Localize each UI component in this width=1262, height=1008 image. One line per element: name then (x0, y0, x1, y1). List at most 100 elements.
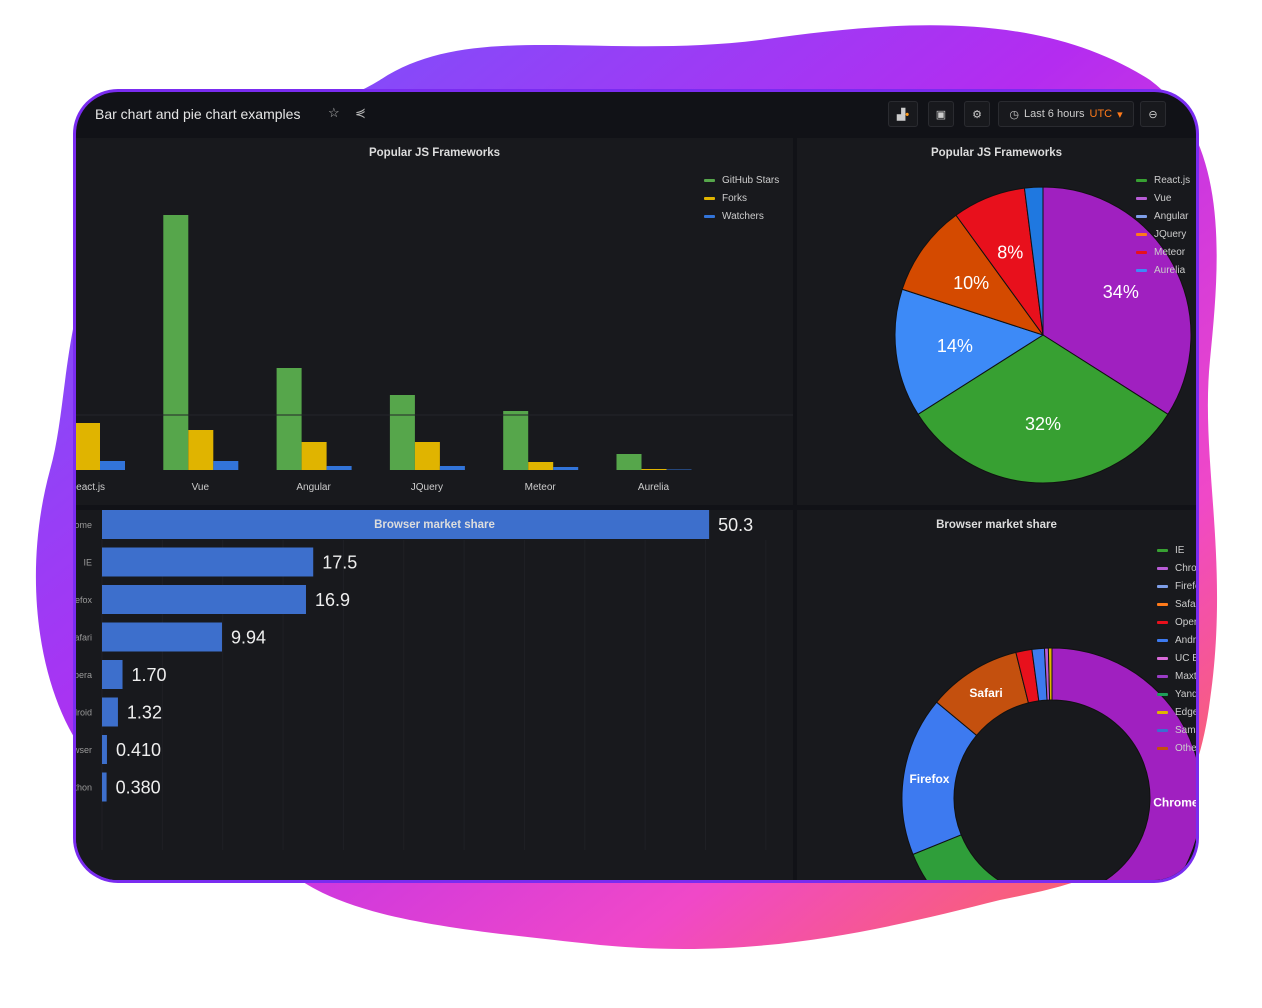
save-button[interactable]: ▣ (928, 101, 954, 127)
legend-item[interactable]: Angular (1136, 207, 1190, 225)
pie-slice-angular (894, 288, 1045, 415)
legend-item[interactable]: Firefox (1157, 577, 1196, 595)
legend-item[interactable]: Opera (1157, 613, 1196, 631)
slice-percent-label: 10% (953, 273, 989, 293)
legend-item[interactable]: Yandex (1157, 685, 1196, 703)
panel-frameworks-pie[interactable]: Popular JS Frameworks 34% 32% 14% 10% 8% Rea… (797, 138, 1196, 505)
legend-label: GitHub Stars (722, 174, 780, 186)
legend-label: Forks (722, 192, 747, 204)
legend-item[interactable]: Aurelia (1136, 261, 1190, 279)
legend-swatch (1157, 710, 1168, 714)
legend-label: Other (1175, 742, 1196, 754)
x-tick-label: JQuery (411, 482, 443, 493)
legend-item[interactable]: Chrome (1157, 559, 1196, 577)
pie-slice-jquery (901, 214, 1045, 336)
panel-frameworks-bar[interactable]: Popular JS Frameworks React.js Vue Angular… (76, 138, 793, 505)
legend-item[interactable]: Vue (1136, 189, 1190, 207)
legend-item[interactable]: JQuery (1136, 225, 1190, 243)
pie-slice-reactjs (917, 334, 1169, 484)
x-tick-label: Angular (296, 482, 331, 493)
legend-swatch (1136, 250, 1147, 254)
pie-slice-aurelia (1023, 186, 1044, 336)
legend-swatch (704, 178, 715, 182)
y-tick-label: Chrome (76, 520, 92, 530)
time-range: Last 6 hours (1023, 108, 1085, 120)
share-icon[interactable]: ⋞ (355, 105, 366, 120)
legend-item[interactable]: Forks (704, 189, 779, 207)
add-panel-button[interactable]: ▟• (888, 101, 918, 127)
add-panel-icon: ▟• (896, 108, 910, 121)
pie-slice-vue (1042, 186, 1192, 415)
panel-browser-donut[interactable]: Browser market share Chrome IE Firefox Safa… (797, 510, 1196, 880)
legend-swatch (1157, 602, 1168, 606)
legend-swatch (1136, 196, 1147, 200)
time-picker[interactable]: ◷ Last 6 hours UTC ▾ (998, 101, 1134, 127)
legend-swatch (1157, 674, 1168, 678)
legend-label: Opera (1175, 616, 1196, 628)
panel-browser-bar[interactable]: Browser market share 0510152025303540455… (76, 510, 793, 880)
y-tick-label: Firefox (76, 595, 92, 605)
clock-icon: ◷ (1009, 108, 1019, 121)
slice-label: Firefox (909, 772, 949, 786)
bar-android (102, 697, 118, 727)
legend-label: Vue (1154, 192, 1172, 204)
legend-label: Android (1175, 634, 1196, 646)
legend-label: IE (1175, 544, 1185, 556)
legend-item[interactable]: Edge (1157, 703, 1196, 721)
bar-opera (102, 660, 123, 689)
legend-item[interactable]: Safari (1157, 595, 1196, 613)
y-tick-label: Safari (76, 633, 92, 643)
dashboard-window: Bar chart and pie chart examples ☆ ⋞ ▟• … (76, 92, 1196, 880)
zoom-out-button[interactable]: ⊖ (1140, 101, 1166, 127)
legend-swatch (1157, 638, 1168, 642)
legend-swatch (1136, 268, 1147, 272)
value-label: 0.380 (116, 778, 161, 798)
legend-item[interactable]: React.js (1136, 171, 1190, 189)
legend-item[interactable]: Maxthon (1157, 667, 1196, 685)
value-label: 0.410 (116, 740, 161, 760)
legend-swatch (704, 214, 715, 218)
legend-swatch (1157, 656, 1168, 660)
legend-item[interactable]: Meteor (1136, 243, 1190, 261)
legend-item[interactable]: Other (1157, 739, 1196, 757)
value-label: 9.94 (231, 628, 266, 648)
legend-item[interactable]: GitHub Stars (704, 171, 779, 189)
legend-swatch (1157, 692, 1168, 696)
legend-swatch (1136, 178, 1147, 182)
bar-jquery-2 (439, 466, 465, 470)
star-icon[interactable]: ☆ (328, 105, 340, 120)
dashboard-title[interactable]: Bar chart and pie chart examples (95, 106, 301, 122)
legend-label: Aurelia (1154, 264, 1186, 276)
value-label: 17.5 (322, 553, 357, 573)
slice-label: Chrome (1153, 795, 1196, 809)
y-tick-label: UC Browser (76, 745, 92, 755)
legend-item[interactable]: Samsung (1157, 721, 1196, 739)
value-label: 1.32 (127, 703, 162, 723)
slice-percent-label: 32% (1025, 414, 1061, 434)
settings-button[interactable]: ⚙ (964, 101, 990, 127)
panel-title: Browser market share (374, 519, 495, 531)
legend-label: UC Browser (1175, 652, 1196, 664)
slice-percent-label: 14% (937, 336, 973, 356)
legend-item[interactable]: UC Browser (1157, 649, 1196, 667)
legend-swatch (1157, 620, 1168, 624)
legend-label: Angular (1154, 210, 1189, 222)
legend-swatch (704, 196, 715, 200)
bar-angular-1 (301, 442, 327, 470)
panel-title: Popular JS Frameworks (930, 147, 1063, 159)
bar-vue-1 (188, 430, 214, 470)
bar-aurelia-1 (641, 469, 667, 470)
donut-slice-maxthon (1047, 647, 1053, 701)
legend-item[interactable]: IE (1157, 541, 1196, 559)
save-icon: ▣ (935, 108, 947, 121)
y-tick-label: Opera (76, 670, 92, 680)
legend-item[interactable]: Watchers (704, 207, 779, 225)
dashboard-header: Bar chart and pie chart examples ☆ ⋞ ▟• … (76, 92, 1196, 138)
frameworks-bar-chart: React.js Vue Angular JQuery Meteor Aurelia (76, 215, 793, 493)
legend-swatch (1136, 214, 1147, 218)
x-tick-label: Aurelia (638, 482, 670, 493)
legend-item[interactable]: Android (1157, 631, 1196, 649)
timezone-badge: UTC (1089, 108, 1113, 120)
legend: IE Chrome Firefox Safari Opera Android UC Brow… (1157, 541, 1196, 757)
x-tick-label: Vue (192, 482, 210, 493)
